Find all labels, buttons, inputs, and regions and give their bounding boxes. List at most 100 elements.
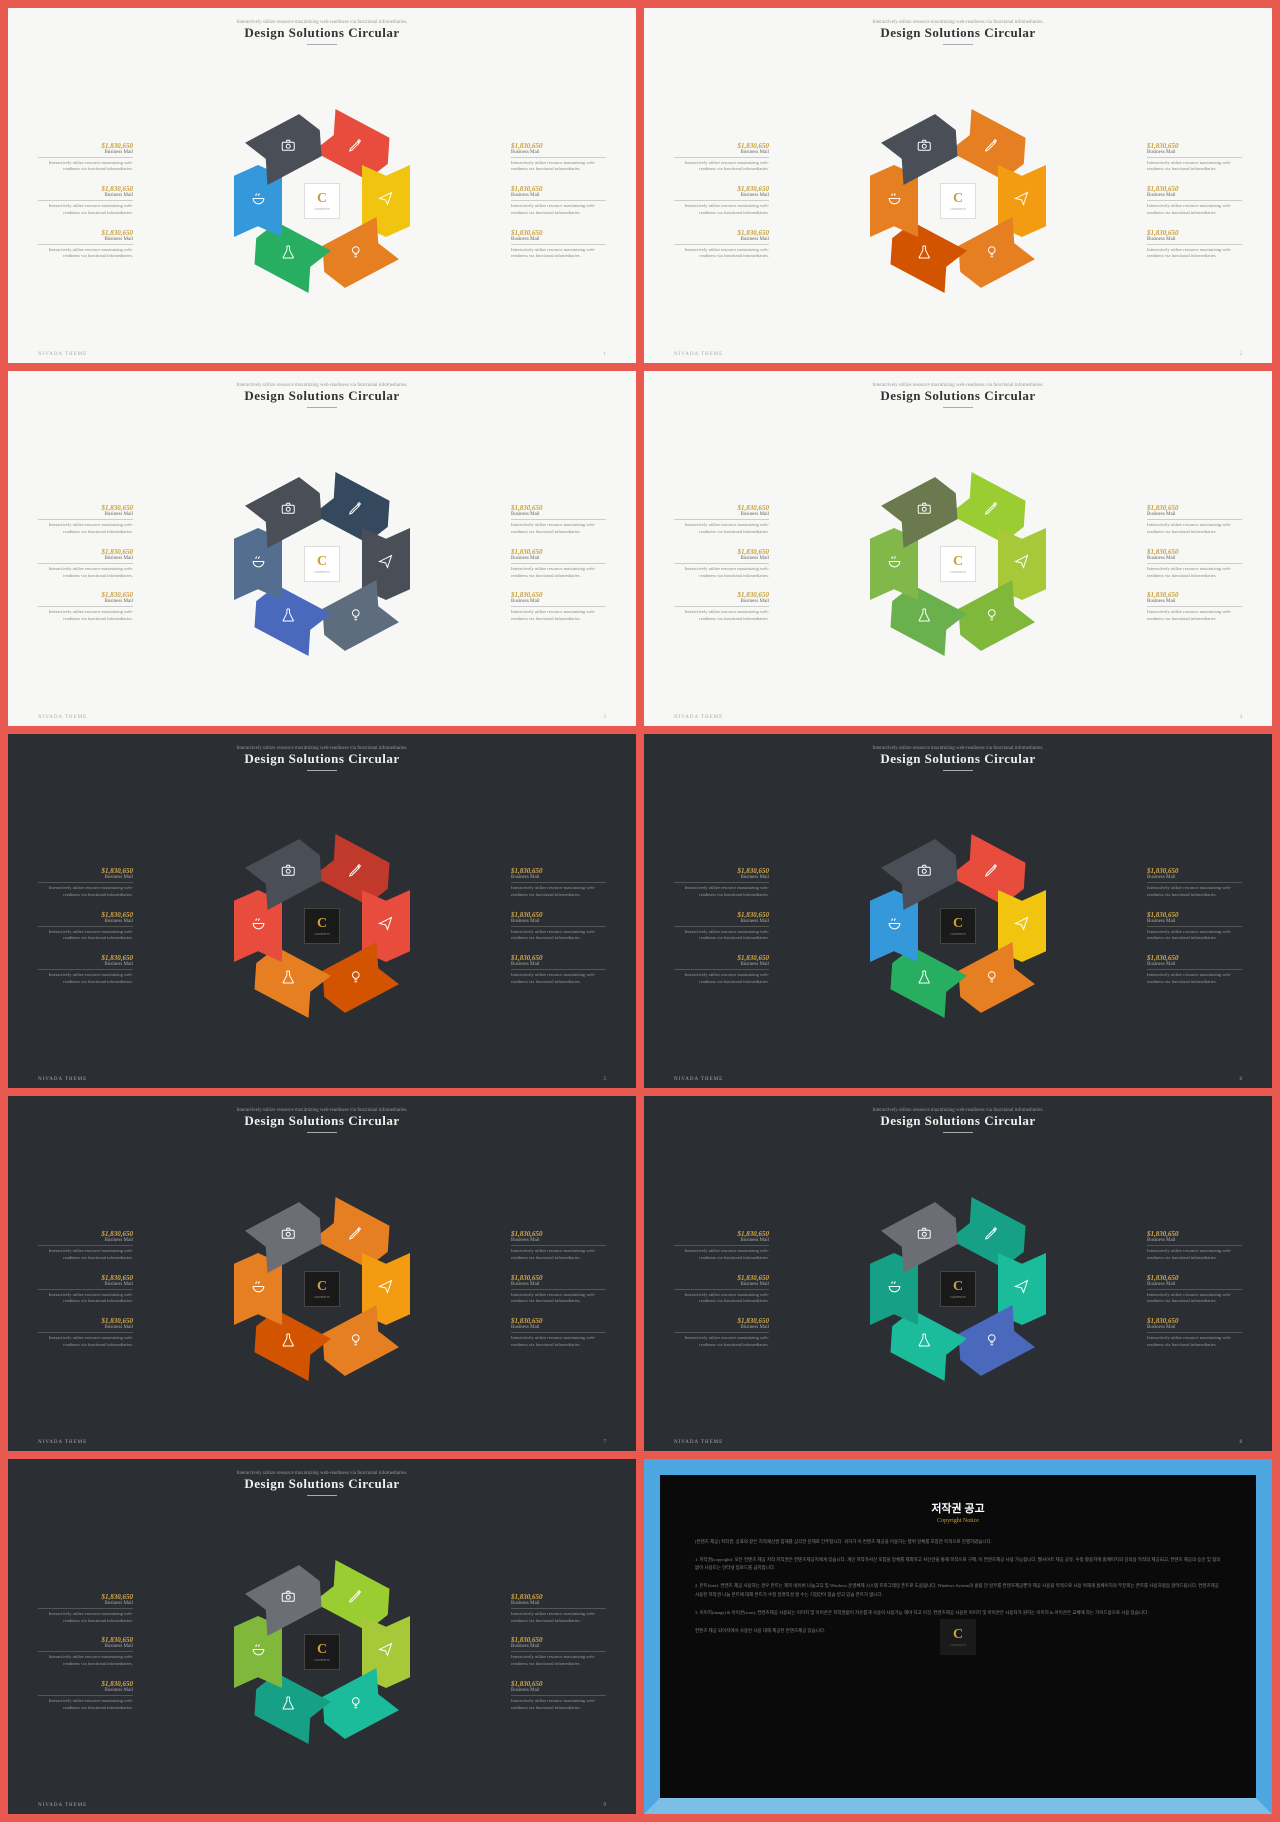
hex-segment (949, 109, 1035, 185)
info-item: $1,830,650 Business Mail Interactively u… (511, 229, 606, 261)
info-item: $1,830,650 Business Mail Interactively u… (674, 954, 769, 986)
item-label: Business Mail (38, 1238, 133, 1243)
item-desc: Interactively utilize resource maximizin… (511, 1698, 606, 1712)
item-desc: Interactively utilize resource maximizin… (511, 972, 606, 986)
item-label: Business Mail (511, 962, 606, 967)
footer-text: NIVADA THEME (674, 352, 723, 357)
info-item: $1,830,650 Business Mail Interactively u… (1147, 185, 1242, 217)
info-item: $1,830,650 Business Mail Interactively u… (511, 954, 606, 986)
item-label: Business Mail (511, 919, 606, 924)
right-column: $1,830,650 Business Mail Interactively u… (511, 504, 606, 623)
slide: Interactively utilize resource maximizin… (644, 371, 1272, 726)
item-desc: Interactively utilize resource maximizin… (674, 972, 769, 986)
info-item: $1,830,650 Business Mail Interactively u… (511, 185, 606, 217)
slide: Interactively utilize resource maximizin… (644, 1096, 1272, 1451)
item-label: Business Mail (1147, 237, 1242, 242)
item-label: Business Mail (511, 1644, 606, 1649)
item-label: Business Mail (674, 512, 769, 517)
item-amount: $1,830,650 (1147, 548, 1242, 556)
item-desc: Interactively utilize resource maximizin… (38, 1698, 133, 1712)
item-label: Business Mail (38, 512, 133, 517)
hexagon-diagram: C CONTENTS (868, 1199, 1048, 1379)
item-amount: $1,830,650 (674, 591, 769, 599)
item-amount: $1,830,650 (38, 504, 133, 512)
left-column: $1,830,650 Business Mail Interactively u… (38, 1230, 133, 1349)
info-item: $1,830,650 Business Mail Interactively u… (1147, 1317, 1242, 1349)
slide-title: Design Solutions Circular (644, 25, 1272, 41)
item-desc: Interactively utilize resource maximizin… (511, 1335, 606, 1349)
item-desc: Interactively utilize resource maximizin… (38, 522, 133, 536)
item-amount: $1,830,650 (511, 185, 606, 193)
info-item: $1,830,650 Business Mail Interactively u… (674, 548, 769, 580)
item-amount: $1,830,650 (674, 911, 769, 919)
item-amount: $1,830,650 (38, 229, 133, 237)
right-column: $1,830,650 Business Mail Interactively u… (1147, 142, 1242, 261)
item-label: Business Mail (38, 556, 133, 561)
info-item: $1,830,650 Business Mail Interactively u… (1147, 911, 1242, 943)
slides-grid: Interactively utilize resource maximizin… (8, 8, 1272, 1814)
center-logo: C CONTENTS (940, 908, 976, 944)
copyright-p1: [컨텐츠 제공] 저작권, 상표와 같은 지적재산권 침해를 심각한 문제로 간… (695, 1538, 1221, 1546)
slide-title: Design Solutions Circular (644, 1113, 1272, 1129)
info-item: $1,830,650 Business Mail Interactively u… (511, 1230, 606, 1262)
item-desc: Interactively utilize resource maximizin… (1147, 1248, 1242, 1262)
item-amount: $1,830,650 (511, 142, 606, 150)
item-label: Business Mail (38, 237, 133, 242)
slide: Interactively utilize resource maximizin… (8, 8, 636, 363)
item-desc: Interactively utilize resource maximizin… (511, 1248, 606, 1262)
item-desc: Interactively utilize resource maximizin… (674, 247, 769, 261)
item-label: Business Mail (1147, 1282, 1242, 1287)
info-item: $1,830,650 Business Mail Interactively u… (1147, 229, 1242, 261)
left-column: $1,830,650 Business Mail Interactively u… (674, 867, 769, 986)
item-desc: Interactively utilize resource maximizin… (1147, 1292, 1242, 1306)
item-desc: Interactively utilize resource maximizin… (1147, 203, 1242, 217)
center-logo: C CONTENTS (304, 908, 340, 944)
info-item: $1,830,650 Business Mail Interactively u… (38, 867, 133, 899)
item-desc: Interactively utilize resource maximizin… (38, 929, 133, 943)
item-label: Business Mail (674, 599, 769, 604)
slide-header: Interactively utilize resource maximizin… (644, 8, 1272, 51)
hexagon-diagram: C CONTENTS (868, 836, 1048, 1016)
left-column: $1,830,650 Business Mail Interactively u… (38, 504, 133, 623)
item-label: Business Mail (674, 962, 769, 967)
item-amount: $1,830,650 (674, 867, 769, 875)
item-label: Business Mail (511, 1325, 606, 1330)
right-column: $1,830,650 Business Mail Interactively u… (511, 867, 606, 986)
footer-text: NIVADA THEME (38, 1077, 87, 1082)
item-label: Business Mail (1147, 150, 1242, 155)
hex-segment (245, 942, 331, 1018)
info-item: $1,830,650 Business Mail Interactively u… (674, 1274, 769, 1306)
info-item: $1,830,650 Business Mail Interactively u… (38, 911, 133, 943)
item-amount: $1,830,650 (511, 1593, 606, 1601)
item-label: Business Mail (1147, 556, 1242, 561)
info-item: $1,830,650 Business Mail Interactively u… (511, 591, 606, 623)
item-label: Business Mail (674, 1238, 769, 1243)
hexagon-diagram: C CONTENTS (232, 474, 412, 654)
item-amount: $1,830,650 (674, 229, 769, 237)
item-amount: $1,830,650 (674, 1274, 769, 1282)
copyright-p4: 3. 이미지(image) & 아이콘(icon): 컨텐츠제공 사용되는 이미… (695, 1609, 1221, 1617)
page-number: 7 (604, 1440, 607, 1445)
item-desc: Interactively utilize resource maximizin… (511, 1654, 606, 1668)
footer-text: NIVADA THEME (38, 715, 87, 720)
item-desc: Interactively utilize resource maximizin… (1147, 1335, 1242, 1349)
item-label: Business Mail (511, 193, 606, 198)
item-amount: $1,830,650 (38, 1274, 133, 1282)
right-column: $1,830,650 Business Mail Interactively u… (1147, 1230, 1242, 1349)
right-column: $1,830,650 Business Mail Interactively u… (511, 1593, 606, 1712)
item-amount: $1,830,650 (1147, 1230, 1242, 1238)
info-item: $1,830,650 Business Mail Interactively u… (674, 1317, 769, 1349)
item-desc: Interactively utilize resource maximizin… (511, 247, 606, 261)
info-item: $1,830,650 Business Mail Interactively u… (1147, 504, 1242, 536)
item-label: Business Mail (674, 150, 769, 155)
item-desc: Interactively utilize resource maximizin… (674, 203, 769, 217)
info-item: $1,830,650 Business Mail Interactively u… (674, 1230, 769, 1262)
info-item: $1,830,650 Business Mail Interactively u… (38, 1317, 133, 1349)
info-item: $1,830,650 Business Mail Interactively u… (38, 185, 133, 217)
info-item: $1,830,650 Business Mail Interactively u… (38, 1274, 133, 1306)
hexagon-diagram: C CONTENTS (232, 1562, 412, 1742)
item-label: Business Mail (511, 150, 606, 155)
center-logo: C CONTENTS (940, 546, 976, 582)
item-amount: $1,830,650 (511, 911, 606, 919)
item-label: Business Mail (674, 237, 769, 242)
